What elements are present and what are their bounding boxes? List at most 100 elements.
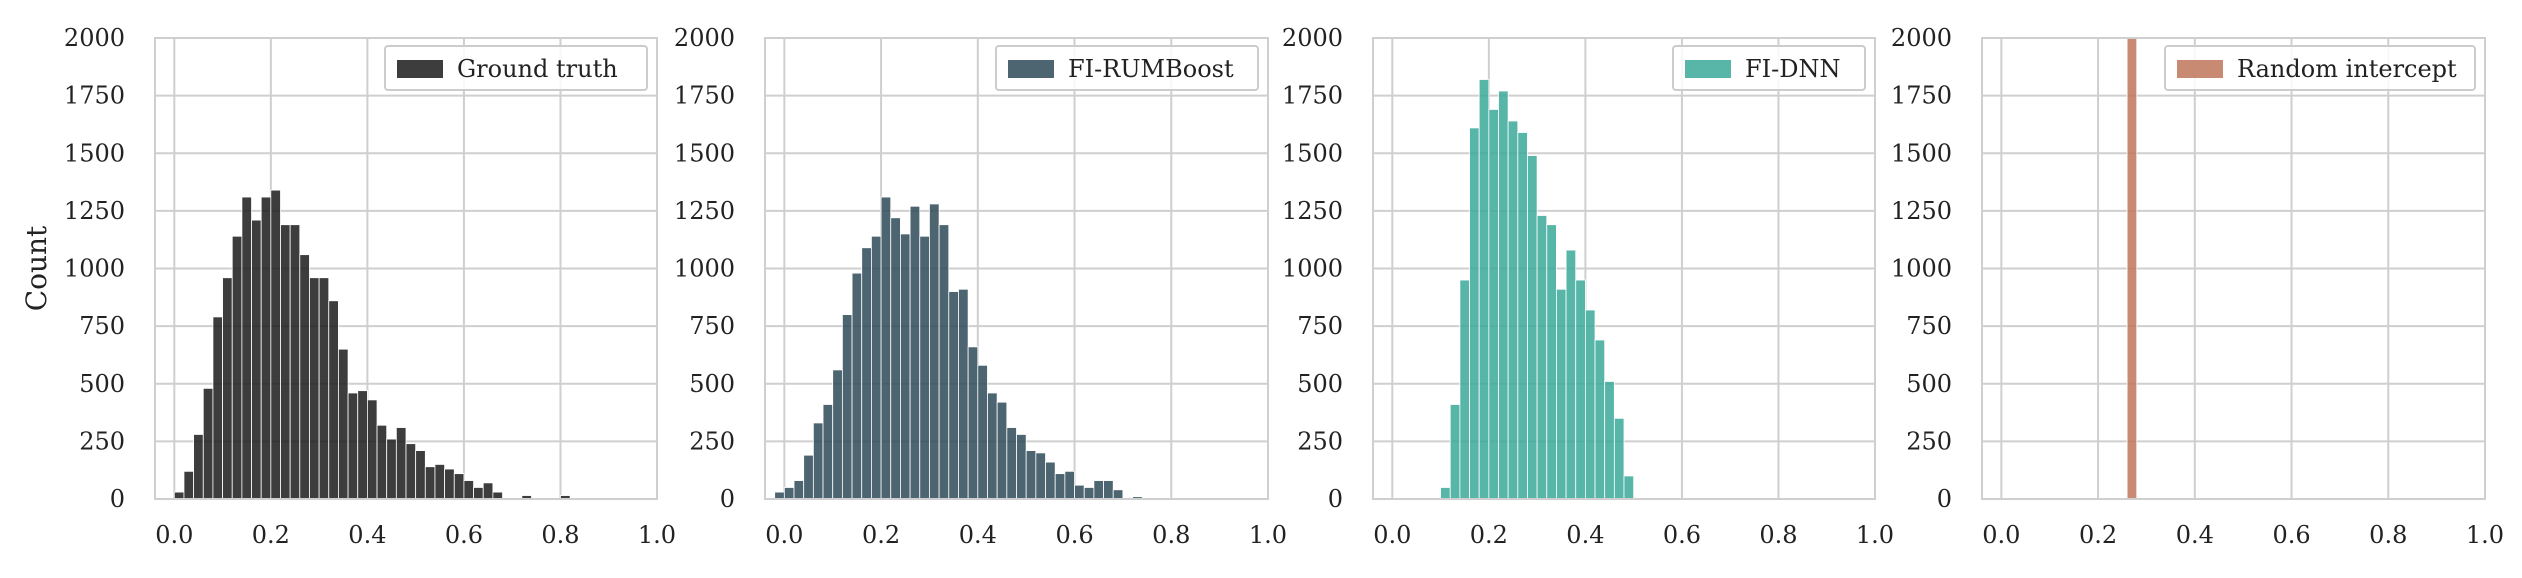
histogram-bar xyxy=(948,291,959,500)
x-tick-label: 0.4 xyxy=(959,521,997,549)
histogram-bar xyxy=(977,364,988,500)
histogram-bar xyxy=(173,491,185,500)
y-tick-label: 250 xyxy=(1906,427,1952,455)
axes-frame xyxy=(1372,37,1876,500)
histogram-bar xyxy=(338,348,349,500)
histogram-bar xyxy=(832,369,843,500)
panel-1: 0 250 500 750 1000 1250 1500 1750 2000 0.0 0.2 0.4 0… xyxy=(64,24,676,549)
histogram-bar xyxy=(1556,288,1567,500)
histogram-bar xyxy=(938,224,950,500)
x-tick-label: 0.0 xyxy=(1982,521,2020,549)
histogram-bar xyxy=(1536,215,1548,500)
histogram-bar xyxy=(1440,487,1451,500)
legend: Random intercept xyxy=(2164,45,2476,91)
histogram-bar xyxy=(841,314,853,500)
histogram-bar xyxy=(861,247,872,500)
y-tick-label: 1500 xyxy=(1282,139,1343,167)
histogram-bar xyxy=(774,491,785,500)
x-tick-label: 1.0 xyxy=(1249,521,1287,549)
histogram-bar xyxy=(1074,484,1085,500)
legend: Ground truth xyxy=(384,45,648,91)
histogram-bar xyxy=(851,272,863,500)
panel-2: 0 250 500 750 1000 1250 1500 1750 2000 0.0 0.2 0.4 0… xyxy=(674,24,1287,549)
y-tick-label: 750 xyxy=(689,312,735,340)
x-tick-label: 1.0 xyxy=(2466,521,2504,549)
y-tick-label: 0 xyxy=(1328,485,1343,513)
y-tick-label: 500 xyxy=(689,370,735,398)
y-tick-label: 500 xyxy=(79,370,125,398)
histogram-bar xyxy=(260,196,272,500)
legend: FI-RUMBoost xyxy=(995,45,1259,91)
histogram-bar xyxy=(1507,120,1519,500)
y-tick-label: 2000 xyxy=(1282,24,1343,52)
x-tick-label: 0.8 xyxy=(2369,521,2407,549)
histogram-bar xyxy=(871,235,882,500)
y-tick-label: 1500 xyxy=(674,139,735,167)
histogram-bar xyxy=(473,487,484,500)
y-tick-label: 1250 xyxy=(1282,197,1343,225)
legend-label: FI-RUMBoost xyxy=(1068,55,1234,83)
y-tick-label: 1250 xyxy=(64,197,125,225)
x-tick-label: 1.0 xyxy=(638,521,676,549)
histogram-bar xyxy=(1478,79,1490,500)
y-tick-label: 1750 xyxy=(1282,82,1343,110)
y-tick-label: 750 xyxy=(1906,312,1952,340)
histogram-bar xyxy=(347,392,359,500)
y-tick-label: 500 xyxy=(1297,370,1343,398)
histogram-bar xyxy=(415,450,426,500)
histogram-bar xyxy=(1565,249,1577,500)
histogram-bar xyxy=(482,482,494,500)
legend-swatch xyxy=(1008,60,1054,78)
x-tick-label: 0.2 xyxy=(1470,521,1508,549)
axes-frame xyxy=(1981,37,2486,500)
histogram-bar xyxy=(222,277,233,500)
y-tick-label: 1500 xyxy=(64,139,125,167)
histogram-bar xyxy=(463,480,474,500)
histogram-bar xyxy=(1546,224,1557,500)
histogram-bar xyxy=(822,404,834,500)
histogram-bar xyxy=(929,203,940,500)
histogram-bar xyxy=(309,277,320,500)
histogram-bar xyxy=(1459,279,1470,500)
histogram-bar xyxy=(1517,132,1528,500)
y-tick-label: 500 xyxy=(1906,370,1952,398)
histogram-bar xyxy=(987,392,998,500)
y-tick-label: 1000 xyxy=(64,255,125,283)
histogram-bar xyxy=(919,235,930,500)
legend: FI-DNN xyxy=(1672,45,1866,91)
y-tick-label: 750 xyxy=(1297,312,1343,340)
histogram-bar xyxy=(386,438,397,500)
y-tick-label: 0 xyxy=(110,485,125,513)
axes-frame xyxy=(764,37,1269,500)
histogram-bar xyxy=(1025,450,1037,500)
x-tick-label: 1.0 xyxy=(1856,521,1894,549)
y-tick-label: 1500 xyxy=(1891,139,1952,167)
legend-label: Random intercept xyxy=(2237,55,2457,83)
histogram-bar xyxy=(909,205,921,500)
histogram-bar xyxy=(1449,404,1461,500)
x-tick-label: 0.6 xyxy=(2272,521,2310,549)
histogram-bar xyxy=(270,189,281,500)
y-tick-label: 1750 xyxy=(674,82,735,110)
y-tick-label: 1000 xyxy=(1891,255,1952,283)
panel-4: 0 250 500 750 1000 1250 1500 1750 2000 0.0 0.2 0.4 0… xyxy=(1891,24,2504,549)
legend-box xyxy=(384,45,648,91)
y-tick-label: 0 xyxy=(720,485,735,513)
y-tick-label: 2000 xyxy=(64,24,125,52)
histogram-bar xyxy=(231,235,243,500)
y-tick-label: 1000 xyxy=(674,255,735,283)
histogram-bar xyxy=(183,470,195,500)
histogram-bar xyxy=(958,288,969,500)
histogram-bar xyxy=(1623,475,1635,500)
histogram-bar xyxy=(996,401,1008,500)
legend-swatch xyxy=(397,60,443,78)
y-tick-label: 0 xyxy=(1937,485,1952,513)
x-tick-label: 0.2 xyxy=(252,521,290,549)
panel-3: 0 250 500 750 1000 1250 1500 1750 2000 0.0 0.2 0.4 0… xyxy=(1282,24,1894,549)
histogram-bar xyxy=(1006,427,1017,500)
histogram-bar xyxy=(241,196,252,500)
y-tick-label: 1750 xyxy=(64,82,125,110)
histogram-bar xyxy=(1103,480,1114,500)
histogram-bar xyxy=(453,473,465,500)
